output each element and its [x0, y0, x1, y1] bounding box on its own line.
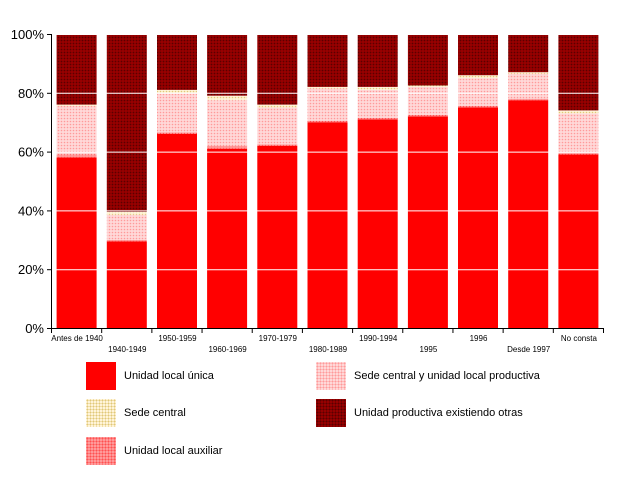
y-axis: 0% 20% 40% 60% 80% 100% — [11, 27, 52, 336]
bars-group — [56, 34, 599, 328]
bar-segment-sede_unidad-6 — [357, 89, 398, 118]
bar-segment-auxiliar-3 — [207, 145, 248, 149]
bar-segment-sede_unidad-10 — [558, 113, 599, 154]
y-tick-label: 0% — [25, 321, 44, 336]
bar-segment-sede_unidad-9 — [508, 73, 549, 99]
bar-segment-auxiliar-9 — [508, 98, 549, 101]
x-category-label: No consta — [561, 334, 598, 343]
bar-segment-unica-8 — [458, 107, 498, 328]
bar-segment-sede-1 — [106, 211, 147, 215]
bar-segment-sede-7 — [407, 85, 448, 87]
y-tick-label: 100% — [11, 27, 45, 42]
x-category-label: 1960-1969 — [208, 345, 247, 354]
bar-segment-sede-4 — [257, 104, 298, 108]
y-tick-label: 40% — [18, 203, 44, 218]
bar-segment-unica-0 — [56, 157, 97, 328]
bar-segment-existiendo-8 — [458, 34, 498, 76]
bar-segment-sede_unidad-7 — [407, 86, 448, 115]
bar-segment-existiendo-4 — [257, 34, 298, 105]
bar-segment-unica-1 — [106, 241, 147, 328]
gridlines — [52, 34, 604, 271]
bar-segment-sede_unidad-0 — [56, 106, 97, 155]
bar-segment-existiendo-9 — [508, 34, 549, 73]
bar-segment-auxiliar-0 — [56, 154, 97, 158]
bar-segment-auxiliar-6 — [357, 117, 398, 120]
y-tick-label: 60% — [18, 145, 44, 160]
bar-segment-sede-6 — [357, 86, 398, 90]
bar-segment-existiendo-10 — [558, 34, 599, 111]
bar-segment-unica-6 — [357, 119, 398, 328]
x-category-label: 1995 — [420, 345, 438, 354]
bar-segment-sede_unidad-3 — [207, 100, 248, 146]
x-category-label: Antes de 1940 — [51, 334, 103, 343]
bar-segment-existiendo-5 — [307, 34, 348, 87]
bar-segment-sede-5 — [307, 86, 348, 89]
x-axis: Antes de 1940 1940-1949 1950-1959 1960-1969… — [51, 328, 604, 354]
x-category-label: 1980-1989 — [309, 345, 348, 354]
bar-segment-unica-3 — [207, 148, 248, 328]
bar-segment-unica-9 — [508, 100, 549, 328]
bar-segment-auxiliar-7 — [407, 114, 448, 117]
bar-segment-sede_unidad-2 — [157, 92, 197, 133]
x-category-label: 1950-1959 — [158, 334, 197, 343]
x-category-label: 1970-1979 — [259, 334, 298, 343]
bar-segment-unica-7 — [407, 116, 448, 328]
bar-segment-sede_unidad-1 — [106, 214, 147, 240]
x-category-label: 1940-1949 — [108, 345, 147, 354]
bar-segment-existiendo-1 — [106, 34, 147, 212]
y-tick-label: 20% — [18, 262, 44, 277]
bar-segment-unica-5 — [307, 122, 348, 328]
bar-segment-existiendo-3 — [207, 34, 248, 96]
bar-segment-sede-3 — [207, 95, 248, 101]
bar-segment-unica-4 — [257, 145, 298, 328]
bar-segment-auxiliar-5 — [307, 120, 348, 123]
bar-segment-auxiliar-2 — [157, 132, 197, 134]
x-category-label: 1990-1994 — [359, 334, 398, 343]
bar-segment-auxiliar-10 — [558, 153, 599, 155]
bar-segment-sede-2 — [157, 89, 197, 93]
bar-segment-existiendo-0 — [56, 34, 97, 105]
bar-segment-auxiliar-1 — [106, 239, 147, 242]
x-category-label: Desde 1997 — [507, 345, 551, 354]
bar-segment-sede-8 — [458, 75, 498, 79]
bar-segment-unica-10 — [558, 154, 599, 328]
bar-segment-sede-9 — [508, 72, 549, 74]
y-tick-label: 80% — [18, 86, 44, 101]
bar-segment-sede_unidad-8 — [458, 78, 498, 106]
x-category-label: 1996 — [470, 334, 488, 343]
bar-segment-auxiliar-8 — [458, 106, 498, 108]
bar-segment-sede-10 — [558, 110, 599, 114]
bar-segment-auxiliar-4 — [257, 144, 298, 146]
bar-segment-existiendo-7 — [407, 34, 448, 86]
bar-segment-sede_unidad-4 — [257, 107, 298, 145]
bar-segment-unica-2 — [157, 134, 197, 328]
bar-segment-existiendo-2 — [157, 34, 197, 90]
bar-segment-existiendo-6 — [357, 34, 398, 87]
bar-segment-sede-0 — [56, 104, 97, 107]
